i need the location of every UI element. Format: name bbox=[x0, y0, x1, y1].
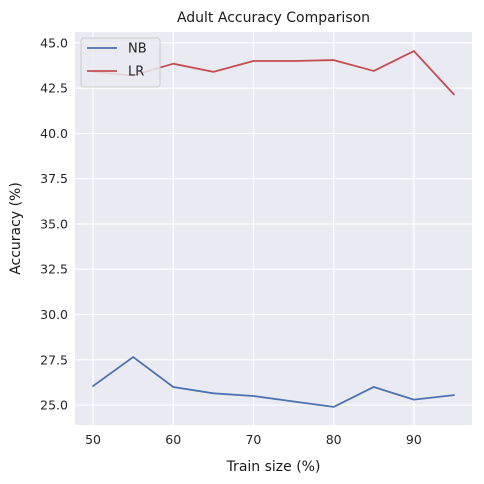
data-point-nb bbox=[251, 394, 255, 398]
x-tick-label: 60 bbox=[165, 432, 181, 447]
data-point-lr bbox=[412, 49, 416, 53]
legend-label-nb: NB bbox=[128, 42, 147, 57]
x-ticks: 50 60 70 80 90 bbox=[85, 432, 422, 447]
y-tick-label: 42.5 bbox=[40, 81, 68, 96]
x-tick-label: 80 bbox=[326, 432, 342, 447]
y-tick-label: 35.0 bbox=[40, 216, 68, 231]
data-point-lr bbox=[452, 92, 456, 96]
data-point-nb bbox=[211, 391, 215, 395]
chart-title: Adult Accuracy Comparison bbox=[177, 10, 370, 26]
x-tick-label: 90 bbox=[406, 432, 422, 447]
data-point-nb bbox=[372, 385, 376, 389]
y-tick-label: 37.5 bbox=[40, 171, 68, 186]
data-point-lr bbox=[211, 70, 215, 74]
data-point-nb bbox=[452, 393, 456, 397]
data-point-lr bbox=[292, 59, 296, 63]
y-tick-label: 32.5 bbox=[40, 262, 68, 277]
y-tick-label: 45.0 bbox=[40, 35, 68, 50]
data-point-nb bbox=[412, 398, 416, 402]
data-point-lr bbox=[171, 62, 175, 66]
plot-area bbox=[75, 32, 472, 425]
legend-label-lr: LR bbox=[128, 65, 144, 80]
data-point-nb bbox=[171, 385, 175, 389]
data-point-lr bbox=[251, 59, 255, 63]
data-point-nb bbox=[131, 355, 135, 359]
data-point-lr bbox=[332, 58, 336, 62]
data-point-nb bbox=[292, 399, 296, 403]
y-ticks: 25.0 27.5 30.0 32.5 35.0 37.5 40.0 42.5 45.0 bbox=[40, 35, 68, 412]
y-tick-label: 40.0 bbox=[40, 126, 68, 141]
y-tick-label: 30.0 bbox=[40, 307, 68, 322]
data-point-lr bbox=[372, 69, 376, 73]
x-tick-label: 70 bbox=[245, 432, 261, 447]
y-axis-label: Accuracy (%) bbox=[8, 182, 24, 275]
x-tick-label: 50 bbox=[85, 432, 101, 447]
legend: NB LR bbox=[81, 38, 160, 87]
legend-box bbox=[81, 38, 160, 87]
data-point-nb bbox=[91, 384, 95, 388]
y-tick-label: 25.0 bbox=[40, 398, 68, 413]
x-axis-label: Train size (%) bbox=[226, 459, 321, 475]
y-tick-label: 27.5 bbox=[40, 352, 68, 367]
data-point-nb bbox=[332, 405, 336, 409]
